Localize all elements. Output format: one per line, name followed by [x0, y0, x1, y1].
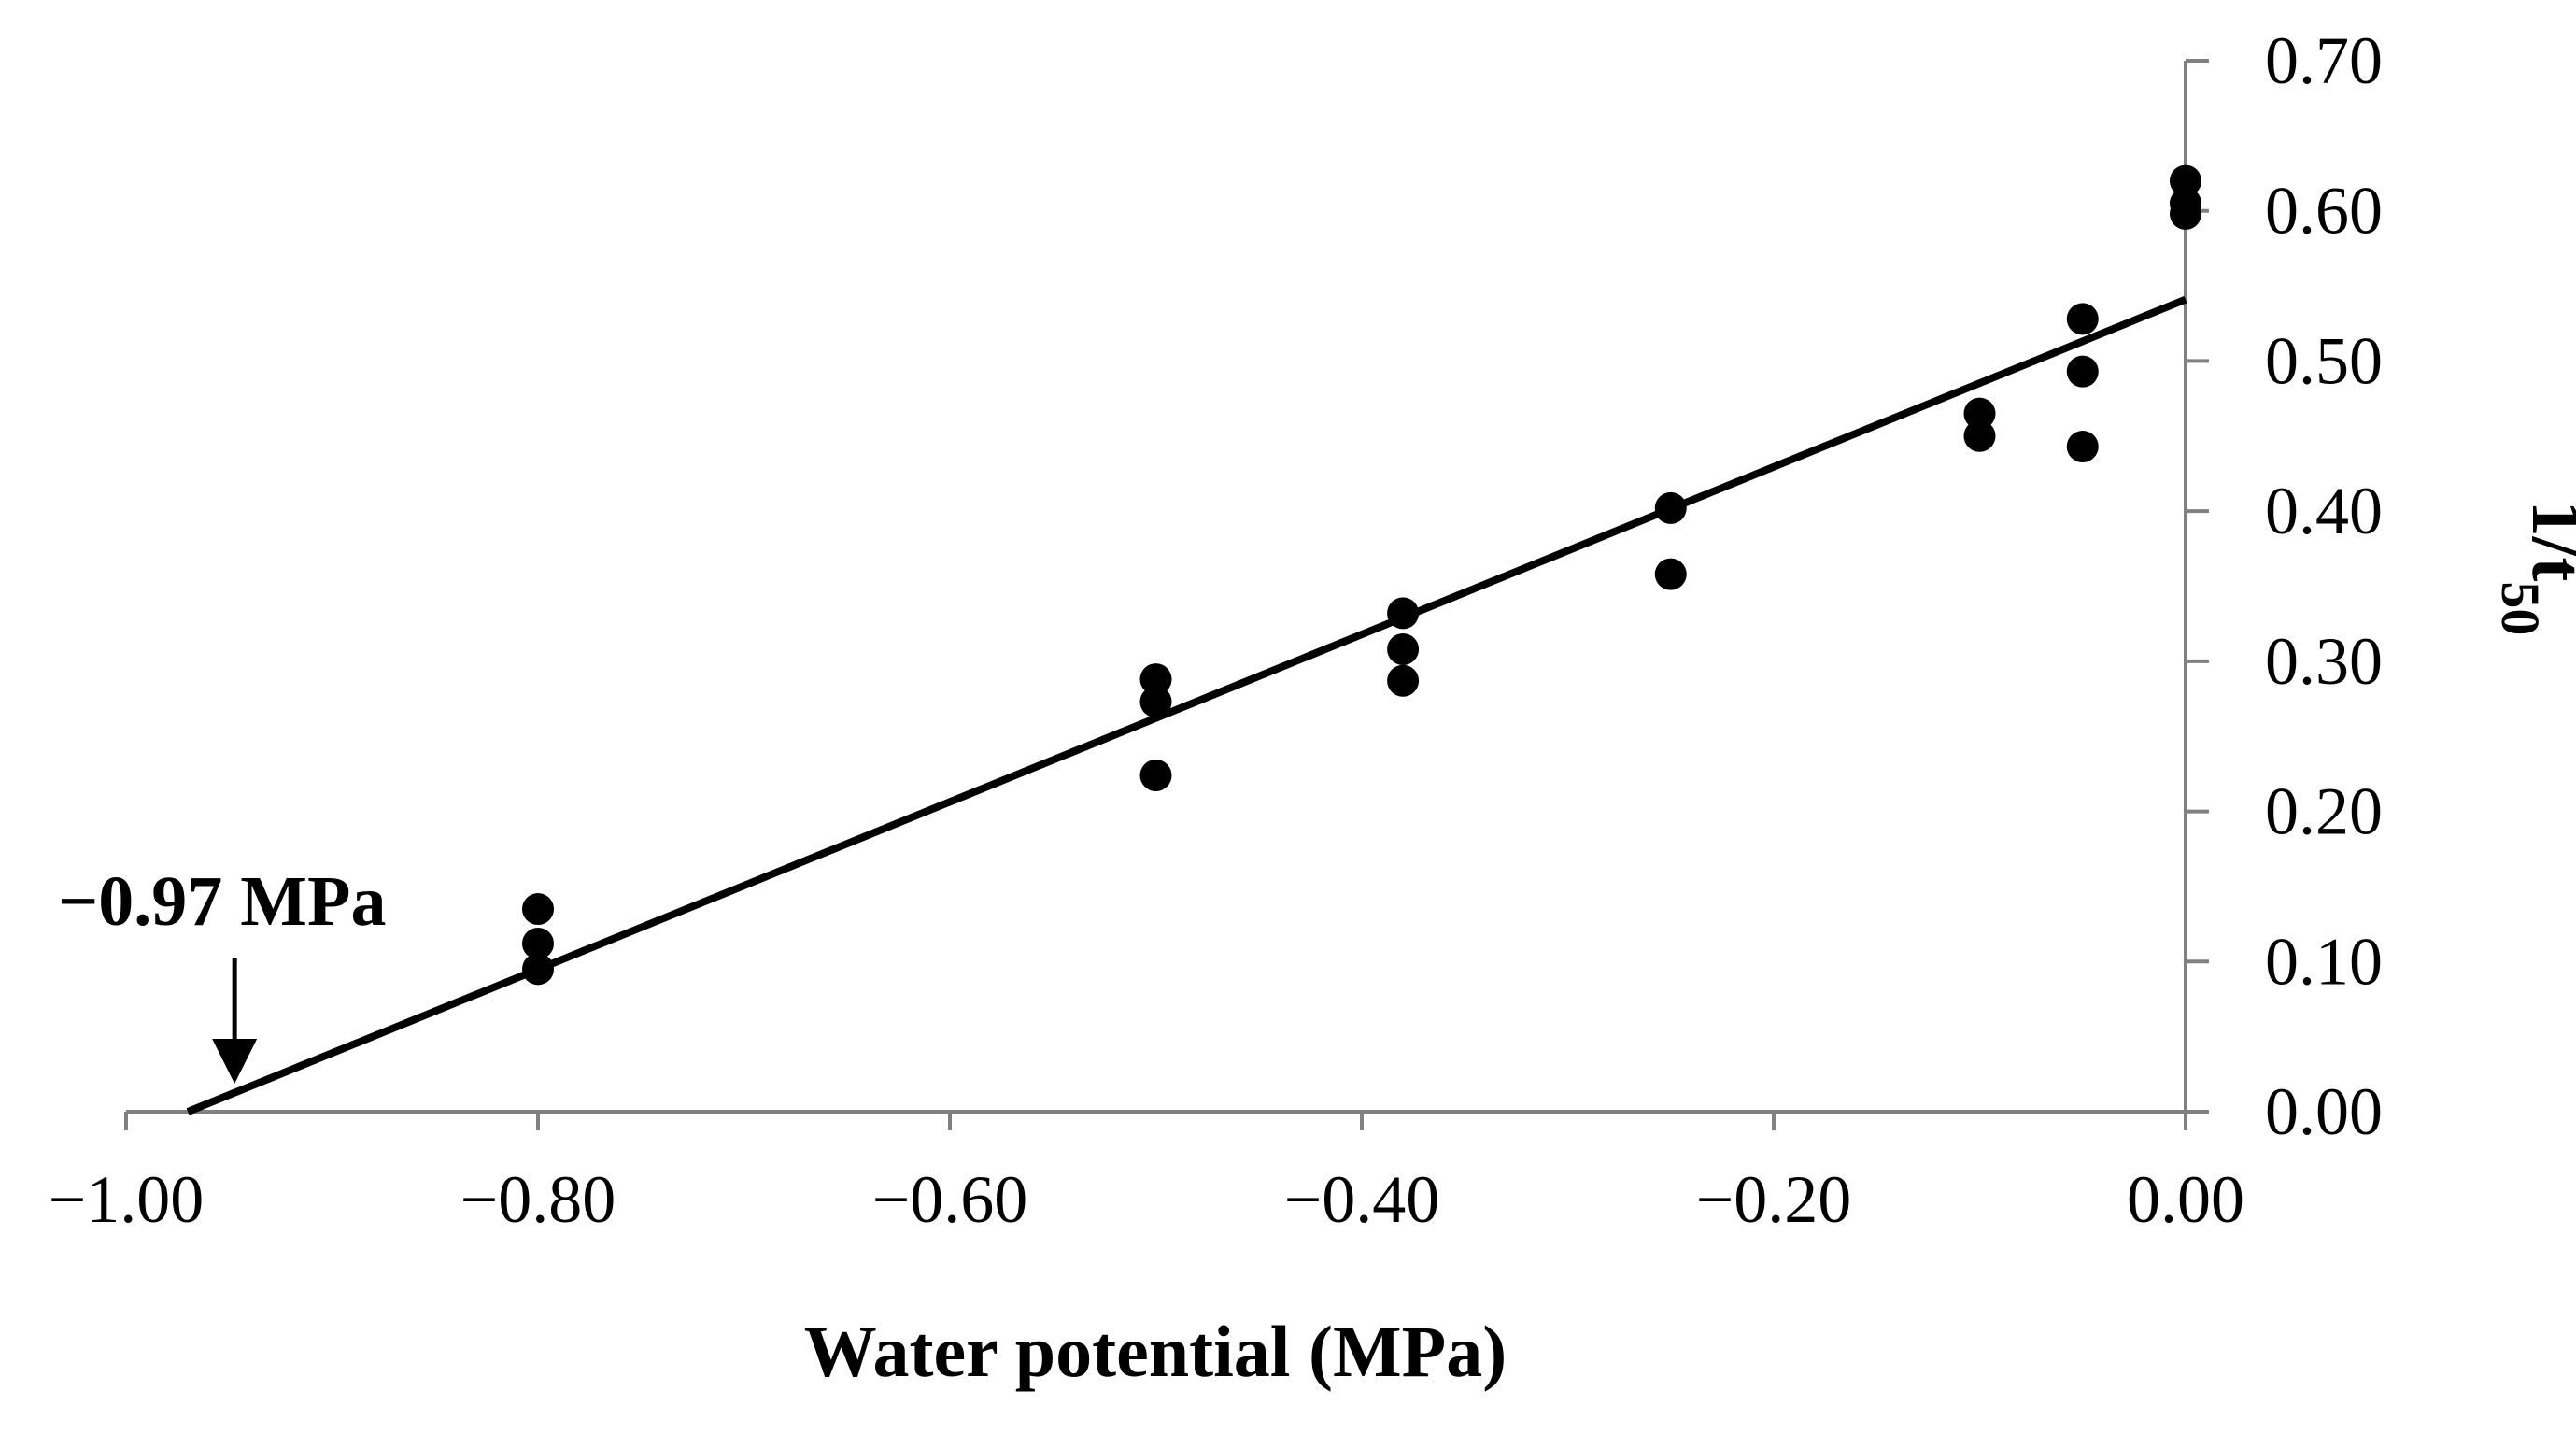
data-point: [2066, 431, 2099, 463]
x-tick-label: −0.20: [1696, 1162, 1852, 1237]
y-ticks: 0.00 0.10 0.20 0.30 0.40 0.50 0.60 0.70: [2186, 23, 2383, 1149]
annotation-label: −0.97 MPa: [58, 862, 386, 941]
y-axis-title-subscript: 50: [2491, 581, 2552, 635]
data-point: [1387, 597, 1420, 630]
x-tick-label: 0.00: [2127, 1162, 2244, 1237]
x-tick-label: −0.40: [1284, 1162, 1440, 1237]
y-axis-title-main: 1/t: [2517, 501, 2576, 582]
y-tick-label: 0.70: [2265, 23, 2383, 98]
x-tick-label: −0.60: [872, 1162, 1028, 1237]
data-point: [2170, 164, 2201, 197]
data-point: [1654, 558, 1687, 590]
fit-line: [186, 295, 2187, 1115]
data-point: [1963, 419, 1996, 452]
y-tick-label: 0.10: [2265, 924, 2383, 999]
annotation: −0.97 MPa: [58, 862, 386, 1084]
x-axis-title: Water potential (MPa): [804, 1311, 1507, 1392]
y-tick-label: 0.50: [2265, 323, 2383, 398]
data-point: [1387, 664, 1420, 697]
data-point: [1963, 397, 1996, 430]
x-tick-label: −0.80: [460, 1162, 616, 1237]
axes: [126, 61, 2209, 1130]
data-points: [522, 164, 2201, 986]
data-point: [522, 928, 554, 959]
annotation-arrow-head: [212, 1039, 258, 1084]
y-tick-label: 0.40: [2265, 474, 2383, 548]
data-point: [522, 953, 554, 986]
x-ticks: −1.00 −0.80 −0.60 −0.40 −0.20 0.00: [49, 1112, 2244, 1237]
data-point: [522, 893, 554, 926]
data-point: [1387, 633, 1420, 665]
y-tick-label: 0.00: [2265, 1074, 2383, 1149]
fit-line-layer: [186, 295, 2187, 1115]
data-point: [2066, 355, 2099, 388]
y-axis-title: 1/t50: [2491, 501, 2576, 636]
data-point: [2066, 303, 2099, 335]
data-point: [1139, 686, 1172, 718]
data-point: [1654, 491, 1687, 524]
data-point: [1139, 663, 1172, 696]
data-point: [2170, 197, 2201, 230]
x-tick-label: −1.00: [49, 1162, 205, 1237]
y-tick-label: 0.30: [2265, 624, 2383, 699]
y-tick-label: 0.60: [2265, 174, 2383, 248]
y-tick-label: 0.20: [2265, 774, 2383, 849]
data-point: [1139, 760, 1172, 791]
